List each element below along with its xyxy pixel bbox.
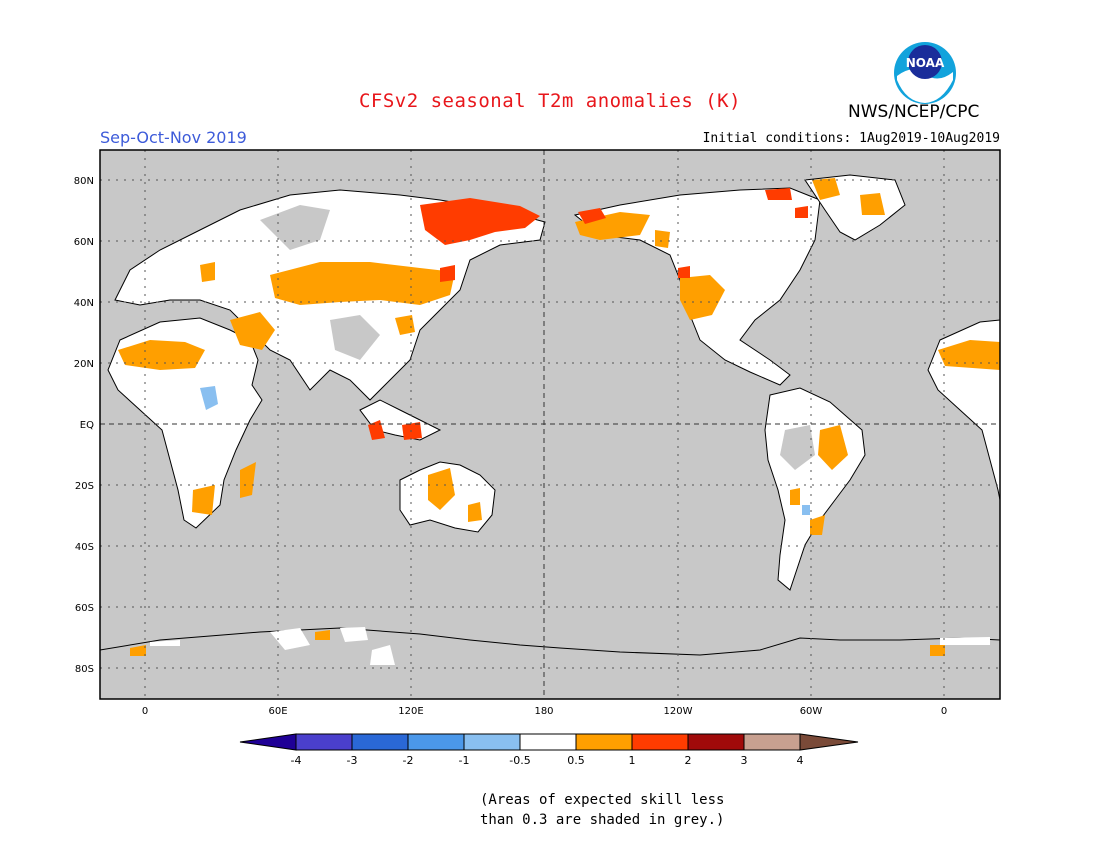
colorbar-swatch xyxy=(575,733,633,751)
colorbar-swatch xyxy=(687,733,745,751)
agency-label: NWS/NCEP/CPC xyxy=(848,102,980,122)
colorbar-tick: 2 xyxy=(685,754,692,767)
lat-label: 40N xyxy=(74,298,94,309)
map-frame xyxy=(99,149,1001,700)
lat-label: 20N xyxy=(74,359,94,370)
lat-label: 80S xyxy=(75,664,94,675)
colorbar-swatch xyxy=(351,733,409,751)
latitude-labels: 80N 60N 40N 20N EQ 20S 40S 60S 80S xyxy=(74,176,94,675)
colorbar-low-arrow xyxy=(239,733,297,751)
colorbar-tick: 1 xyxy=(629,754,636,767)
lat-label: 60N xyxy=(74,237,94,248)
logo-text: NOAA xyxy=(906,56,945,70)
colorbar-high-arrow xyxy=(799,733,859,751)
continents xyxy=(100,150,1000,699)
graticule xyxy=(100,150,1000,699)
lon-label: 120W xyxy=(664,706,693,717)
colorbar-tick: 0.5 xyxy=(567,754,585,767)
colorbar-tick: -3 xyxy=(347,754,358,767)
colorbar-tick: -2 xyxy=(403,754,414,767)
colorbar-tick: 3 xyxy=(741,754,748,767)
lat-label: 80N xyxy=(74,176,94,187)
skill-note: (Areas of expected skill less than 0.3 a… xyxy=(480,790,724,830)
longitude-labels: 0 60E 120E 180 120W 60W 0 xyxy=(142,706,947,717)
lon-label: 60W xyxy=(800,706,823,717)
lon-label: 60E xyxy=(268,706,287,717)
colorbar-swatch xyxy=(743,733,801,751)
colorbar-swatch xyxy=(407,733,465,751)
strong-warm-anomaly-regions xyxy=(368,188,808,440)
noaa-logo: NOAA xyxy=(894,42,956,104)
colorbar-tick: -1 xyxy=(459,754,470,767)
colorbar-swatch xyxy=(463,733,521,751)
lon-label: 120E xyxy=(398,706,423,717)
lat-label: 60S xyxy=(75,603,94,614)
lat-label: EQ xyxy=(80,420,94,431)
lon-label: 180 xyxy=(534,706,553,717)
lon-label: 0 xyxy=(142,706,148,717)
colorbar-tick: 4 xyxy=(797,754,804,767)
colorbar-swatch xyxy=(631,733,689,751)
skill-note-line: (Areas of expected skill less xyxy=(480,792,725,808)
map-title: CFSv2 seasonal T2m anomalies (K) xyxy=(358,90,742,112)
cool-anomaly-regions xyxy=(200,386,810,515)
colorbar: -4 -3 -2 -1 -0.5 0.5 1 2 3 4 xyxy=(239,733,859,767)
skill-note-line: than 0.3 are shaded in grey.) xyxy=(480,812,725,828)
colorbar-tick: -4 xyxy=(291,754,302,767)
warm-anomaly-regions xyxy=(118,178,1000,656)
colorbar-tick: -0.5 xyxy=(509,754,530,767)
colorbar-swatch xyxy=(295,733,353,751)
lon-label: 0 xyxy=(941,706,947,717)
colorbar-swatch xyxy=(519,733,577,751)
lat-label: 40S xyxy=(75,542,94,553)
lat-label: 20S xyxy=(75,481,94,492)
initial-conditions-label: Initial conditions: 1Aug2019-10Aug2019 xyxy=(702,131,1000,146)
season-label: Sep-Oct-Nov 2019 xyxy=(100,128,247,147)
